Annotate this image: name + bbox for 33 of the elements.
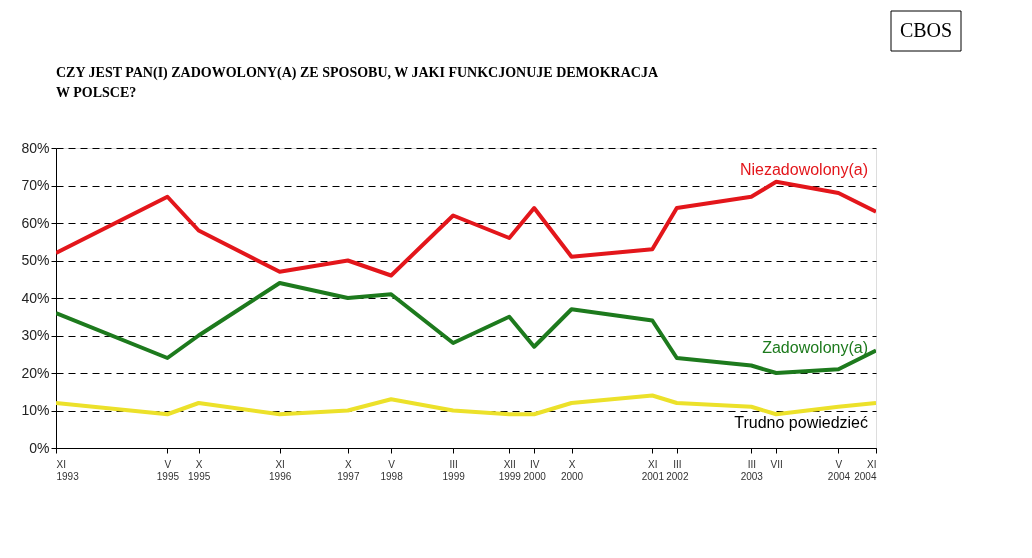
x-tick-label: IV 2000 <box>523 458 547 482</box>
series-label: Trudno powiedzieć <box>734 414 868 431</box>
x-tick-label: V 1998 <box>380 458 404 482</box>
line-series <box>56 179 876 278</box>
line-series <box>56 281 876 375</box>
x-tick-label: III 1999 <box>442 458 466 482</box>
x-tick-label: VII <box>770 458 783 470</box>
x-tick-label: X 1997 <box>337 458 360 482</box>
y-tick-label: 0% <box>29 439 50 456</box>
series-label: Niezadowolony(a) <box>739 161 868 178</box>
y-tick-label: 10% <box>21 402 50 418</box>
chart-title: CZY JEST PAN(I) ZADOWOLONY(A) ZE SPOSOBU, W JAKI FUNKCJONUJE DEMOKRACJA W POLSCE? <box>56 65 659 100</box>
y-tick-label: 80% <box>21 139 50 156</box>
x-tick-label: III 2003 <box>740 458 764 482</box>
x-tick-label: X 1995 <box>188 458 211 482</box>
x-tick-label: XI 2001 <box>641 458 665 482</box>
x-tick-label: XI 1993 <box>56 458 80 482</box>
y-tick-label: 50% <box>21 252 50 268</box>
x-tick-label: XI 1996 <box>269 458 292 482</box>
series-label: Zadowolony(a) <box>762 339 868 356</box>
x-tick-label: XII 1999 <box>498 458 522 482</box>
x-tick-label: XI 2004 <box>854 458 877 482</box>
x-tick-label: X 2000 <box>560 458 584 482</box>
x-tick-label: V 1995 <box>156 458 180 482</box>
y-tick-label: 30% <box>21 327 50 343</box>
line-series <box>56 393 876 417</box>
text: CBOS <box>899 19 953 41</box>
x-tick-label: V 2004 <box>827 458 851 482</box>
x-tick-label: III 2002 <box>666 458 689 482</box>
y-tick-label: 40% <box>21 289 50 306</box>
y-tick-label: 70% <box>21 177 50 193</box>
y-tick-label: 60% <box>21 214 50 231</box>
y-tick-label: 20% <box>21 364 50 381</box>
